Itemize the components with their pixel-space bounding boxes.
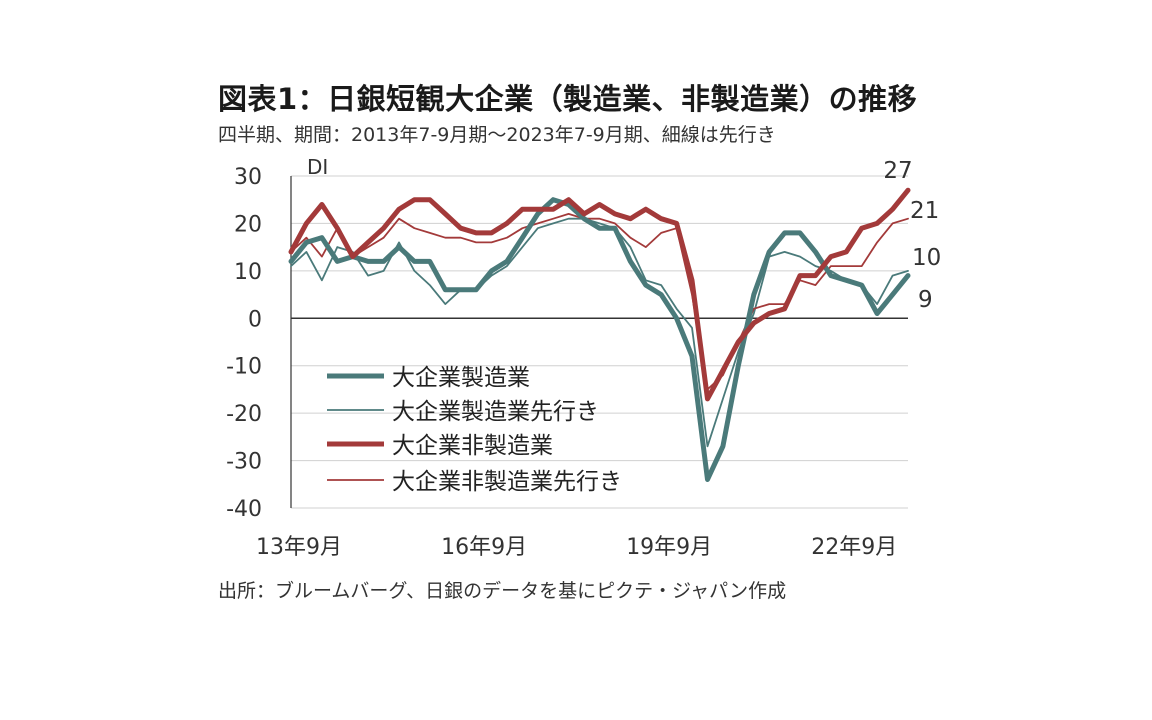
y-axis-label: DI	[307, 155, 328, 179]
y-tick-label: 10	[234, 260, 262, 285]
end-value-label: 9	[918, 287, 933, 313]
x-tick-label: 19年9月	[626, 535, 712, 560]
legend-label: 大企業製造業	[392, 365, 530, 391]
series-line-2	[288, 187, 911, 402]
x-tick-label: 13年9月	[256, 535, 342, 560]
legend-label: 大企業製造業先行き	[392, 399, 599, 425]
legend-label: 大企業非製造業先行き	[392, 469, 622, 495]
series-line-0	[288, 197, 911, 482]
end-value-label: 21	[910, 198, 939, 224]
legend-label: 大企業非製造業	[392, 433, 553, 459]
y-tick-label: 30	[234, 165, 262, 190]
x-tick-label: 22年9月	[811, 535, 897, 560]
source-note: 出所：ブルームバーグ、日銀のデータを基にピクテ・ジャパン作成	[218, 580, 787, 602]
end-value-label: 10	[912, 245, 941, 271]
y-tick-label: -10	[226, 355, 262, 380]
x-tick-label: 16年9月	[441, 535, 527, 560]
y-tick-label: -30	[226, 450, 262, 475]
series-line-3	[290, 212, 909, 391]
end-value-label: 27	[883, 158, 912, 184]
y-tick-label: 20	[234, 212, 262, 237]
chart-title: 図表1：日銀短観大企業（製造業、非製造業）の推移	[218, 82, 918, 116]
y-tick-label: -20	[226, 402, 262, 427]
chart-subtitle: 四半期、期間：2013年7-9月期～2023年7-9月期、細線は先行き	[218, 124, 776, 146]
y-tick-label: -40	[226, 497, 262, 522]
y-tick-label: 0	[248, 307, 262, 332]
